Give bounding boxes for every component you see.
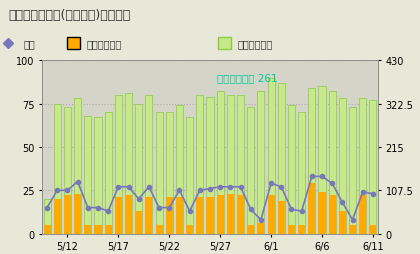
Bar xyxy=(328,92,336,234)
Bar xyxy=(115,197,122,234)
Bar xyxy=(64,196,71,234)
Bar xyxy=(196,96,203,234)
Bar xyxy=(84,116,92,234)
Bar xyxy=(247,108,254,234)
Bar xyxy=(339,211,346,234)
Bar xyxy=(288,106,295,234)
Bar xyxy=(196,197,203,234)
Bar xyxy=(217,92,224,234)
Bar xyxy=(125,94,132,234)
Bar xyxy=(207,97,213,234)
Bar xyxy=(237,96,244,234)
Bar xyxy=(44,199,51,234)
Bar xyxy=(318,192,326,234)
Bar xyxy=(308,89,315,234)
Bar xyxy=(349,108,356,234)
Bar xyxy=(217,196,224,234)
Text: リピーター比率(訪問者数)＜日別＞: リピーター比率(訪問者数)＜日別＞ xyxy=(8,9,131,22)
Bar xyxy=(359,99,366,234)
Bar xyxy=(257,92,265,234)
Bar xyxy=(278,201,285,234)
Bar xyxy=(54,104,61,234)
Bar xyxy=(176,197,183,234)
Bar xyxy=(176,106,183,234)
Bar xyxy=(186,118,193,234)
Bar xyxy=(145,96,152,234)
Bar xyxy=(105,113,112,234)
Bar xyxy=(166,197,173,234)
Bar xyxy=(135,211,142,234)
Bar xyxy=(227,194,234,234)
Bar xyxy=(339,99,346,234)
Bar xyxy=(125,196,132,234)
Text: リピーター数: リピーター数 xyxy=(86,39,121,49)
Bar xyxy=(84,225,92,234)
Bar xyxy=(298,113,305,234)
Bar xyxy=(74,194,81,234)
Bar xyxy=(349,225,356,234)
FancyBboxPatch shape xyxy=(67,37,80,50)
Bar xyxy=(268,78,275,234)
Text: 新規訪問者数 261: 新規訪問者数 261 xyxy=(217,73,277,83)
Bar xyxy=(278,83,285,234)
Bar xyxy=(369,101,376,234)
Bar xyxy=(247,225,254,234)
Bar xyxy=(145,197,152,234)
Text: 新規訪問者数: 新規訪問者数 xyxy=(237,39,273,49)
Bar xyxy=(308,184,315,234)
Bar xyxy=(318,87,326,234)
Bar xyxy=(186,225,193,234)
Text: 比率: 比率 xyxy=(23,39,35,49)
Bar xyxy=(94,118,102,234)
Bar xyxy=(64,108,71,234)
Bar xyxy=(105,225,112,234)
Bar xyxy=(155,113,163,234)
Bar xyxy=(359,196,366,234)
Bar xyxy=(328,196,336,234)
Bar xyxy=(237,196,244,234)
Bar xyxy=(288,225,295,234)
Bar xyxy=(135,104,142,234)
Bar xyxy=(227,96,234,234)
Bar xyxy=(155,225,163,234)
Bar xyxy=(268,196,275,234)
Bar xyxy=(166,113,173,234)
FancyBboxPatch shape xyxy=(218,37,231,50)
Bar xyxy=(369,225,376,234)
Bar xyxy=(207,197,213,234)
Bar xyxy=(54,199,61,234)
Bar xyxy=(94,225,102,234)
Bar xyxy=(44,225,51,234)
Bar xyxy=(115,96,122,234)
Bar xyxy=(257,223,265,234)
Bar xyxy=(74,99,81,234)
Bar xyxy=(298,225,305,234)
